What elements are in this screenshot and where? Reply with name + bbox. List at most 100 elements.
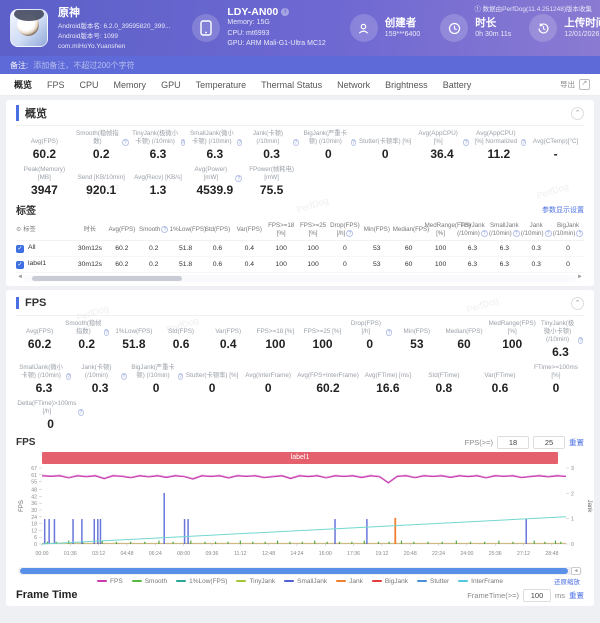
metric-value: 0.6 — [491, 380, 509, 395]
info-icon[interactable]: ? — [512, 230, 520, 238]
table-row[interactable]: ✓ label1 30m12s 60.2 0.2 51.8 0.6 0.4 100 100 0 53 6… — [16, 256, 584, 274]
metric-label: Avg(FPS+InterFrame) — [297, 371, 359, 379]
export-button[interactable]: 导出 — [560, 79, 590, 90]
tab-6[interactable]: Thermal Status — [261, 79, 323, 90]
info-icon[interactable]: ? — [462, 139, 470, 146]
overview-collapse-button[interactable]: ⌃ — [571, 106, 584, 120]
fps-collapse-button[interactable]: ⌃ — [571, 296, 584, 310]
fps-card: PerfDog PerfDog PerfDog FPS ⌃ Avg(FPS) 60… — [6, 290, 594, 606]
cell: 6.3 — [488, 240, 521, 258]
info-icon[interactable]: ? — [235, 175, 243, 182]
labels-col-header: 时长 — [74, 220, 106, 242]
row-checkbox[interactable]: ✓ — [16, 261, 24, 270]
metric-value: 60.2 — [27, 337, 52, 352]
metric-value: 0 — [47, 416, 54, 431]
legend-item-Smooth[interactable]: Smooth — [131, 578, 167, 585]
table-row[interactable]: ✓ All 30m12s 60.2 0.2 51.8 0.6 0.4 100 100 0 53 60 10… — [16, 240, 584, 258]
legend-swatch — [236, 580, 247, 583]
zoom-reset-link[interactable]: 还原缩放 — [554, 578, 580, 586]
device-gpu: GPU: ARM Mali-G1-Ultra MC12 — [227, 40, 326, 48]
fps-filter-reset-link[interactable]: 重置 — [569, 438, 584, 448]
metric-label: Avg(Power) [mW] — [194, 166, 228, 182]
tab-8[interactable]: Brightness — [385, 79, 428, 90]
note-bar[interactable]: 备注: 添加备注，不超过200个字符 — [0, 56, 600, 74]
legend-swatch — [458, 580, 469, 583]
info-icon[interactable]: ? — [120, 372, 128, 380]
tab-9[interactable]: Battery — [442, 79, 472, 90]
svg-text:03:12: 03:12 — [92, 551, 105, 557]
info-icon[interactable]: ? — [177, 372, 184, 380]
info-icon[interactable]: ? — [576, 230, 584, 238]
info-icon[interactable]: ? — [544, 230, 552, 238]
overview-card: PerfDog PerfDog PerfDog 概览 ⌃ Avg(FPS) 60.… — [6, 100, 594, 287]
info-icon[interactable]: ? — [292, 139, 299, 146]
legend-label: FPS — [110, 577, 123, 585]
param-display-settings-link[interactable]: 参数显示设置 — [542, 206, 584, 214]
tab-3[interactable]: Memory — [113, 79, 147, 90]
cell: 60.2 — [105, 240, 138, 258]
legend-label: TinyJank — [249, 577, 276, 585]
chart-scrollbar[interactable]: ◄ — [18, 566, 582, 575]
fps-threshold-input-2[interactable] — [533, 436, 565, 450]
info-icon[interactable]: ? — [180, 139, 186, 146]
labels-table-scrollbar[interactable]: ◄ ► — [17, 274, 583, 283]
info-icon[interactable]: ? — [346, 230, 354, 238]
info-icon[interactable]: ? — [77, 408, 85, 416]
duration-label: 时长 — [475, 17, 497, 30]
info-icon[interactable]: ? — [161, 226, 169, 234]
legend-item-InterFrame[interactable]: InterFrame — [458, 578, 503, 585]
metric-label: Peak(Memory) [MB] — [23, 166, 66, 182]
frametime-reset-link[interactable]: 重置 — [569, 590, 584, 600]
labels-col-header: TinyJank (/10min)? — [456, 220, 489, 242]
metric-value: 6.3 — [206, 147, 224, 161]
label1-band[interactable]: label1 — [42, 451, 558, 464]
info-icon[interactable]: ? — [66, 372, 72, 380]
cell: 100 — [265, 256, 298, 274]
tab-0[interactable]: 概览 — [14, 80, 33, 90]
metric-label: Drop(FPS) [/h] — [350, 320, 381, 336]
svg-text:30: 30 — [31, 508, 37, 514]
cell: 6.3 — [456, 256, 489, 274]
info-icon[interactable]: ? — [521, 139, 527, 146]
metric-value: 0.3 — [91, 380, 109, 395]
device-info-icon[interactable]: i — [281, 7, 290, 16]
metric-value: 100 — [312, 337, 333, 352]
info-icon[interactable]: ? — [385, 329, 393, 337]
legend-label: BigJank — [384, 577, 409, 585]
legend-item-FPS[interactable]: FPS — [97, 578, 123, 585]
labels-col-header: Std(FPS) — [201, 220, 234, 242]
metric-label: FTime>=100ms [%] — [534, 363, 578, 379]
metric: Smooth(稳帧指数)? 0.2 — [73, 129, 130, 162]
legend-item-TinyJank[interactable]: TinyJank — [236, 578, 275, 585]
tab-7[interactable]: Network — [337, 79, 371, 90]
legend-item-SmallJank[interactable]: SmallJank — [284, 578, 327, 585]
legend-item-Stutter[interactable]: Stutter — [417, 578, 449, 585]
metric-label: Jank(卡顿) (/10min) — [252, 130, 283, 146]
info-icon[interactable]: ? — [480, 230, 488, 238]
info-icon[interactable]: ? — [103, 329, 110, 337]
legend-item-1%Low(FPS)[interactable]: 1%Low(FPS) — [176, 578, 227, 585]
svg-text:09:36: 09:36 — [205, 551, 218, 557]
info-icon[interactable]: ? — [237, 139, 243, 146]
metric-value: 0 — [208, 380, 216, 395]
gear-icon[interactable]: ⚙ — [16, 226, 22, 234]
tab-5[interactable]: Temperature — [195, 79, 247, 90]
fps-threshold-input-1[interactable] — [497, 436, 529, 450]
phone-icon — [192, 14, 221, 42]
row-checkbox[interactable]: ✓ — [16, 245, 24, 254]
metric: Drop(FPS) [/h]? 0 — [346, 319, 393, 360]
info-icon[interactable]: ? — [121, 139, 129, 146]
metric-label: Avg(FPS) — [25, 328, 54, 336]
metric: FTime>=100ms [%] 0 — [528, 363, 584, 396]
legend-item-BigJank[interactable]: BigJank — [371, 577, 409, 585]
legend-item-Jank[interactable]: Jank — [336, 578, 363, 585]
info-icon[interactable]: ? — [350, 139, 356, 146]
export-icon — [579, 79, 590, 90]
frametime-threshold-input[interactable] — [523, 588, 551, 602]
tab-4[interactable]: GPU — [161, 79, 181, 90]
tab-2[interactable]: CPU — [79, 79, 99, 90]
info-icon[interactable]: ? — [578, 336, 583, 344]
frametime-filter-label: FrameTime(>=) — [467, 590, 519, 600]
tab-1[interactable]: FPS — [47, 79, 65, 90]
